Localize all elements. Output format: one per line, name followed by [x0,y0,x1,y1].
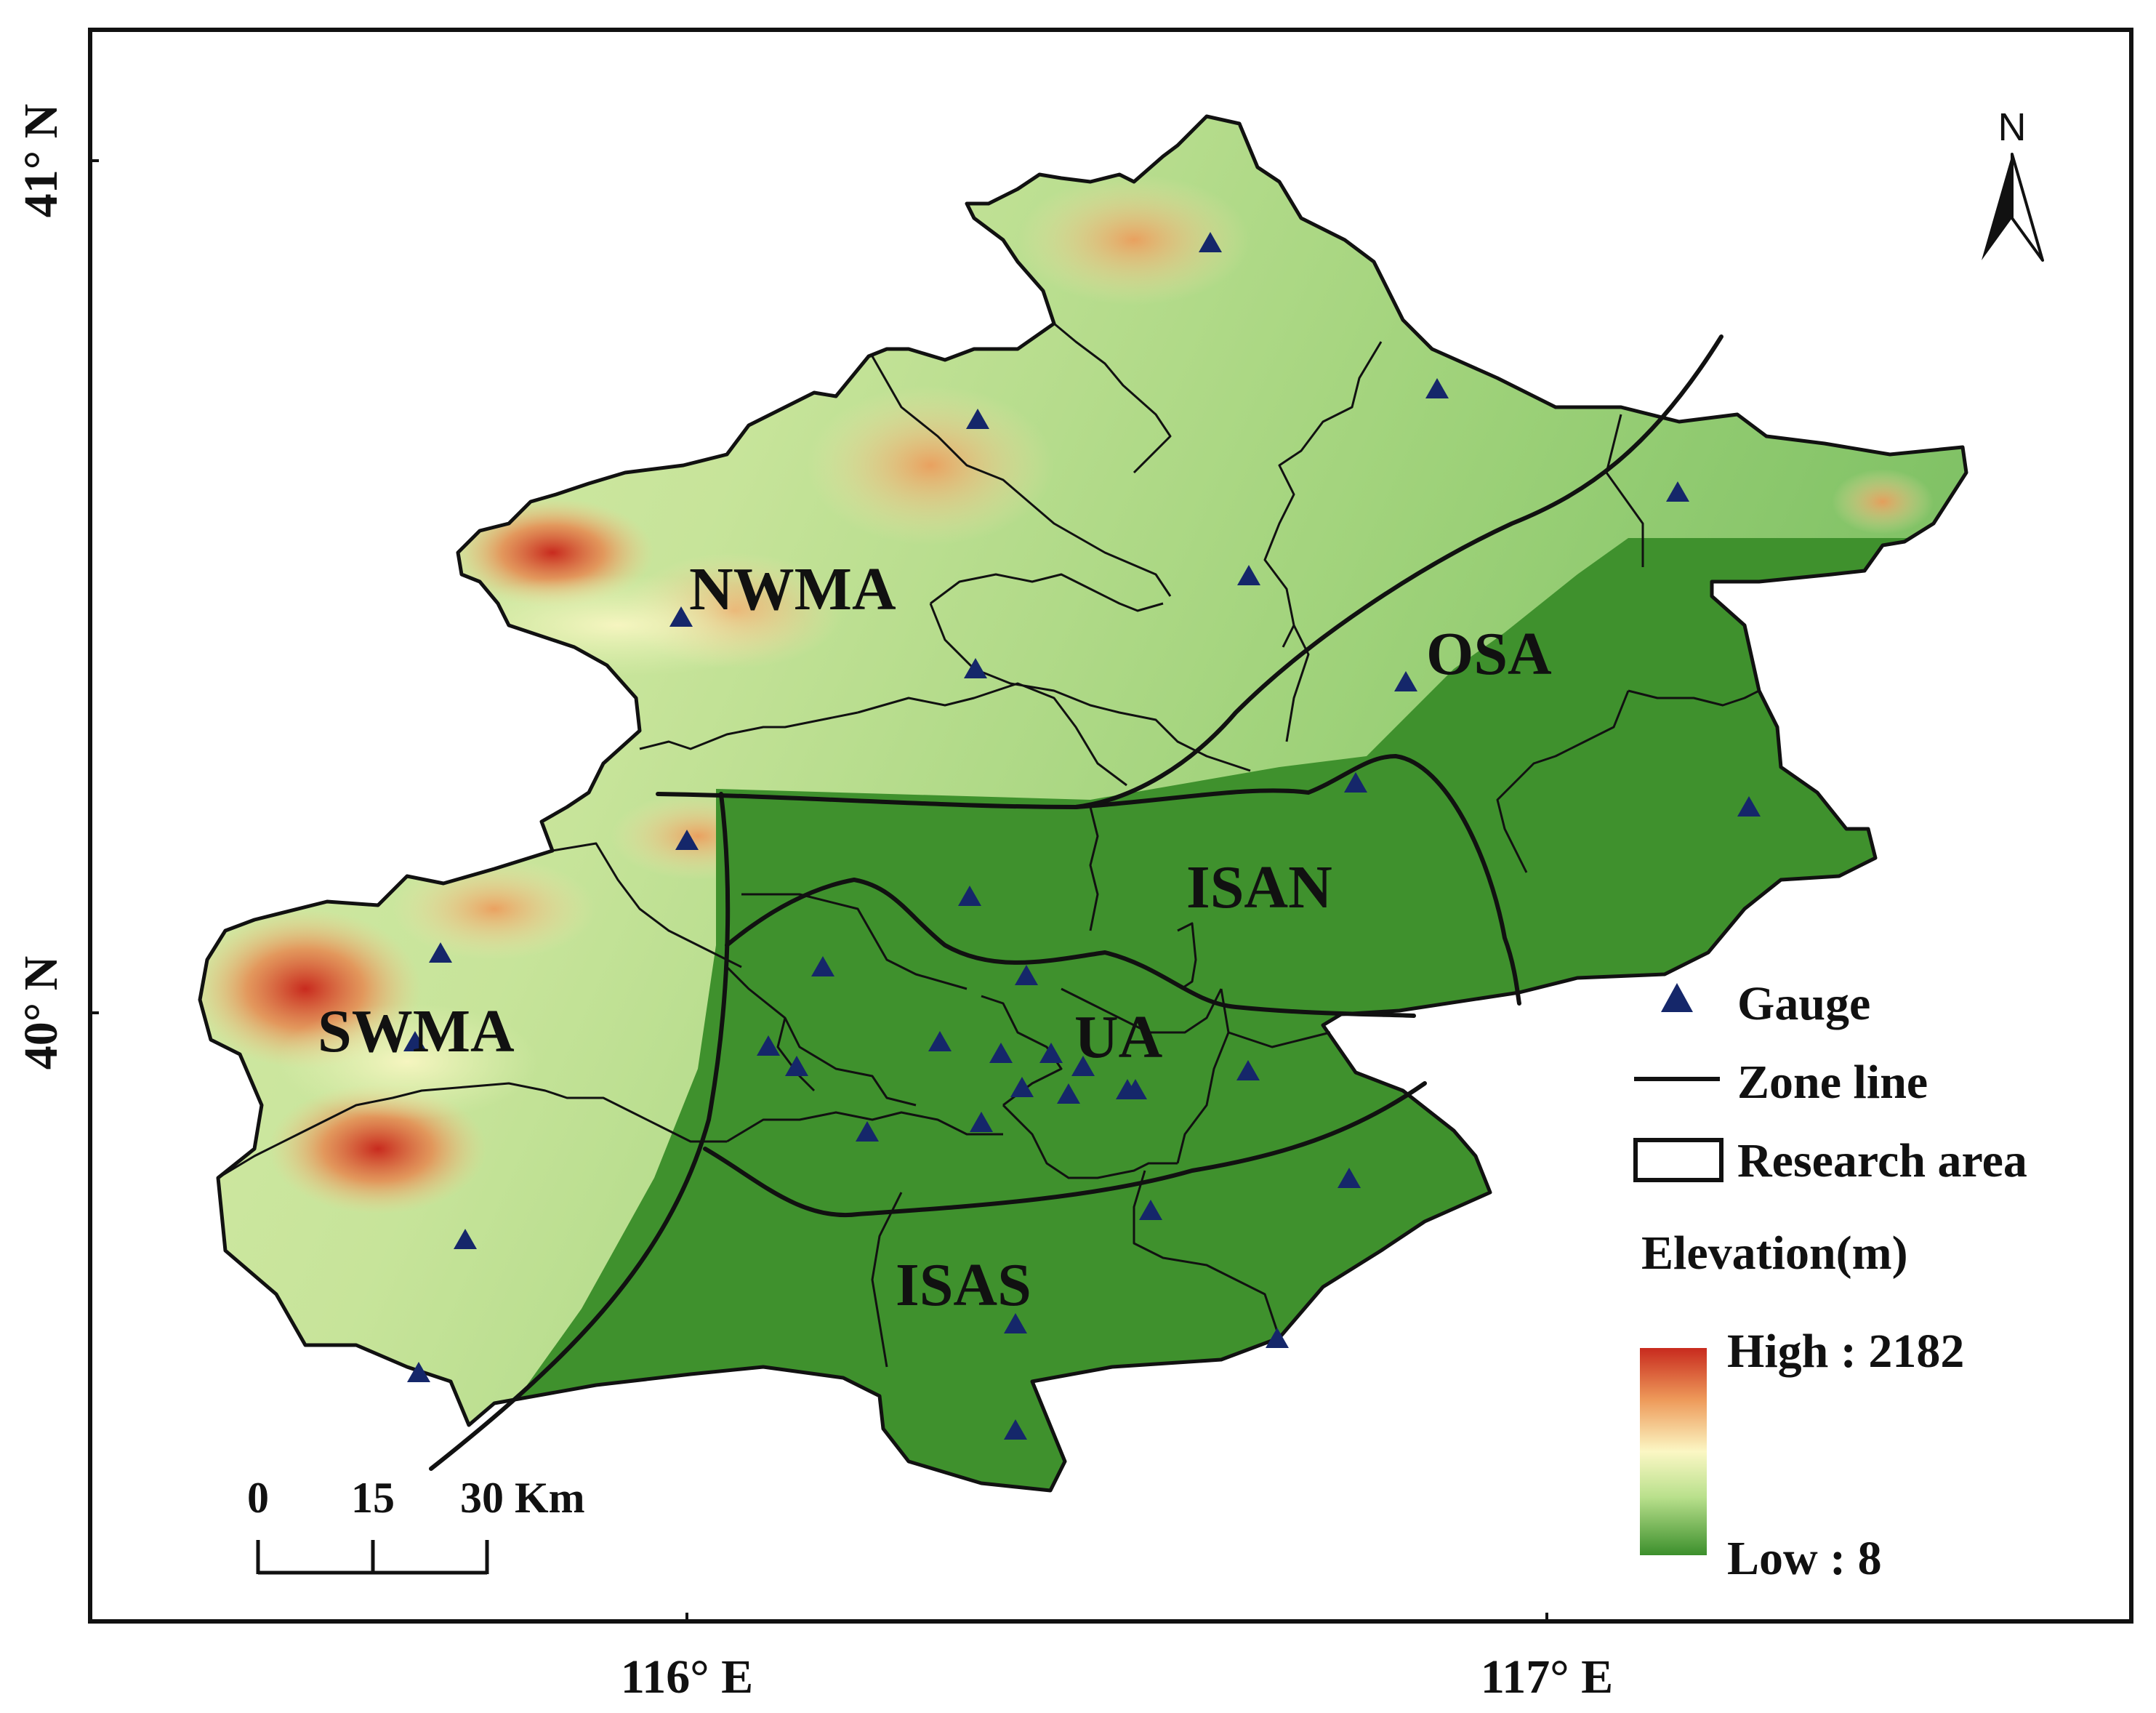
elevation-color-ramp [1640,1348,1707,1555]
gauge-icon [1004,1419,1027,1440]
graticule-ticks [90,159,1548,1621]
gauge-icon [669,606,693,627]
gauge-icon [989,1043,1013,1063]
zone-line-south [703,1081,1427,1218]
gauge-icon [1666,481,1689,502]
gauge-icon [1394,671,1417,691]
scale-label-30: 30 Km [460,1474,585,1522]
gauge-icon [454,1229,477,1249]
legend: Gauge Zone line Research area Elevation(… [1633,977,2027,1585]
gauge-icon [1139,1200,1162,1220]
gauge-icon [966,409,989,429]
gauge-icon [856,1121,879,1142]
legend-elevation-title: Elevation(m) [1641,1227,1908,1280]
zone-label-isas: ISAS [896,1251,1031,1319]
legend-high-label: High : 2182 [1727,1325,1964,1378]
gauge-icon [1004,1313,1027,1333]
gauge-icon [407,1362,430,1382]
scale-label-0: 0 [247,1474,269,1522]
gauge-icon [1236,1060,1260,1080]
zone-line-west [429,792,731,1471]
gauge-icon [757,1035,780,1056]
zone-label-swma: SWMA [318,998,515,1065]
legend-low-label: Low : 8 [1727,1532,1882,1585]
gauge-icon [1071,1056,1095,1076]
legend-research-area-label: Research area [1737,1134,2027,1187]
gauge-icon [964,658,987,678]
north-arrow: N [1982,105,2044,262]
gauge-icon [1124,1079,1147,1099]
north-arrow-icon [1982,154,2012,260]
lon-label-116: 116° E [621,1650,753,1704]
gauge-icon [811,956,834,976]
lat-label-41: 41° N [15,104,68,218]
legend-gauge-label: Gauge [1737,977,1870,1030]
lat-label-40: 40° N [15,956,68,1070]
gauge-icon [1425,378,1449,398]
gauge-icon [1057,1083,1080,1104]
north-arrow-label: N [1998,105,2027,149]
gauge-icon [1737,796,1761,817]
zone-line-ua-ring [725,877,1416,1018]
gauge-icon [928,1031,952,1051]
scale-bar: 0 15 30 Km [247,1474,585,1575]
gauge-icon [429,942,452,963]
gauge-icon [1010,1077,1034,1097]
gauge-icon [1015,965,1038,985]
gauge-icon [958,886,981,906]
gauge-icon [1237,565,1260,585]
legend-gauge-icon [1661,983,1693,1012]
gauge-icon [1039,1043,1063,1063]
axis-labels: 41° N 40° N 116° E 117° E [15,104,1613,1704]
district-boundaries [217,322,1760,1368]
zone-labels: NWMA OSA ISAN SWMA UA ISAS [318,555,1552,1319]
scale-label-15: 15 [351,1474,395,1522]
zone-label-ua: UA [1074,1003,1163,1071]
zone-label-nwma: NWMA [689,555,896,623]
lon-label-117: 117° E [1481,1650,1613,1704]
gauge-icon [675,830,699,850]
zone-line-north [1074,334,1723,809]
gauge-icon [970,1112,993,1132]
zone-label-osa: OSA [1426,620,1552,688]
gauge-icon [1199,232,1222,252]
gauge-icon [1338,1168,1361,1188]
zone-lines [429,334,1723,1471]
zone-line-upper-plain [656,753,1521,1006]
legend-zone-line-label: Zone line [1737,1056,1928,1109]
gauge-icon [1266,1328,1289,1348]
gauge-icon [1344,772,1367,793]
zone-label-isan: ISAN [1186,854,1332,921]
legend-research-area-icon [1633,1138,1723,1182]
gauge-stations [403,232,1761,1440]
gauge-icon [785,1056,808,1076]
gauge-icon [403,1031,427,1051]
